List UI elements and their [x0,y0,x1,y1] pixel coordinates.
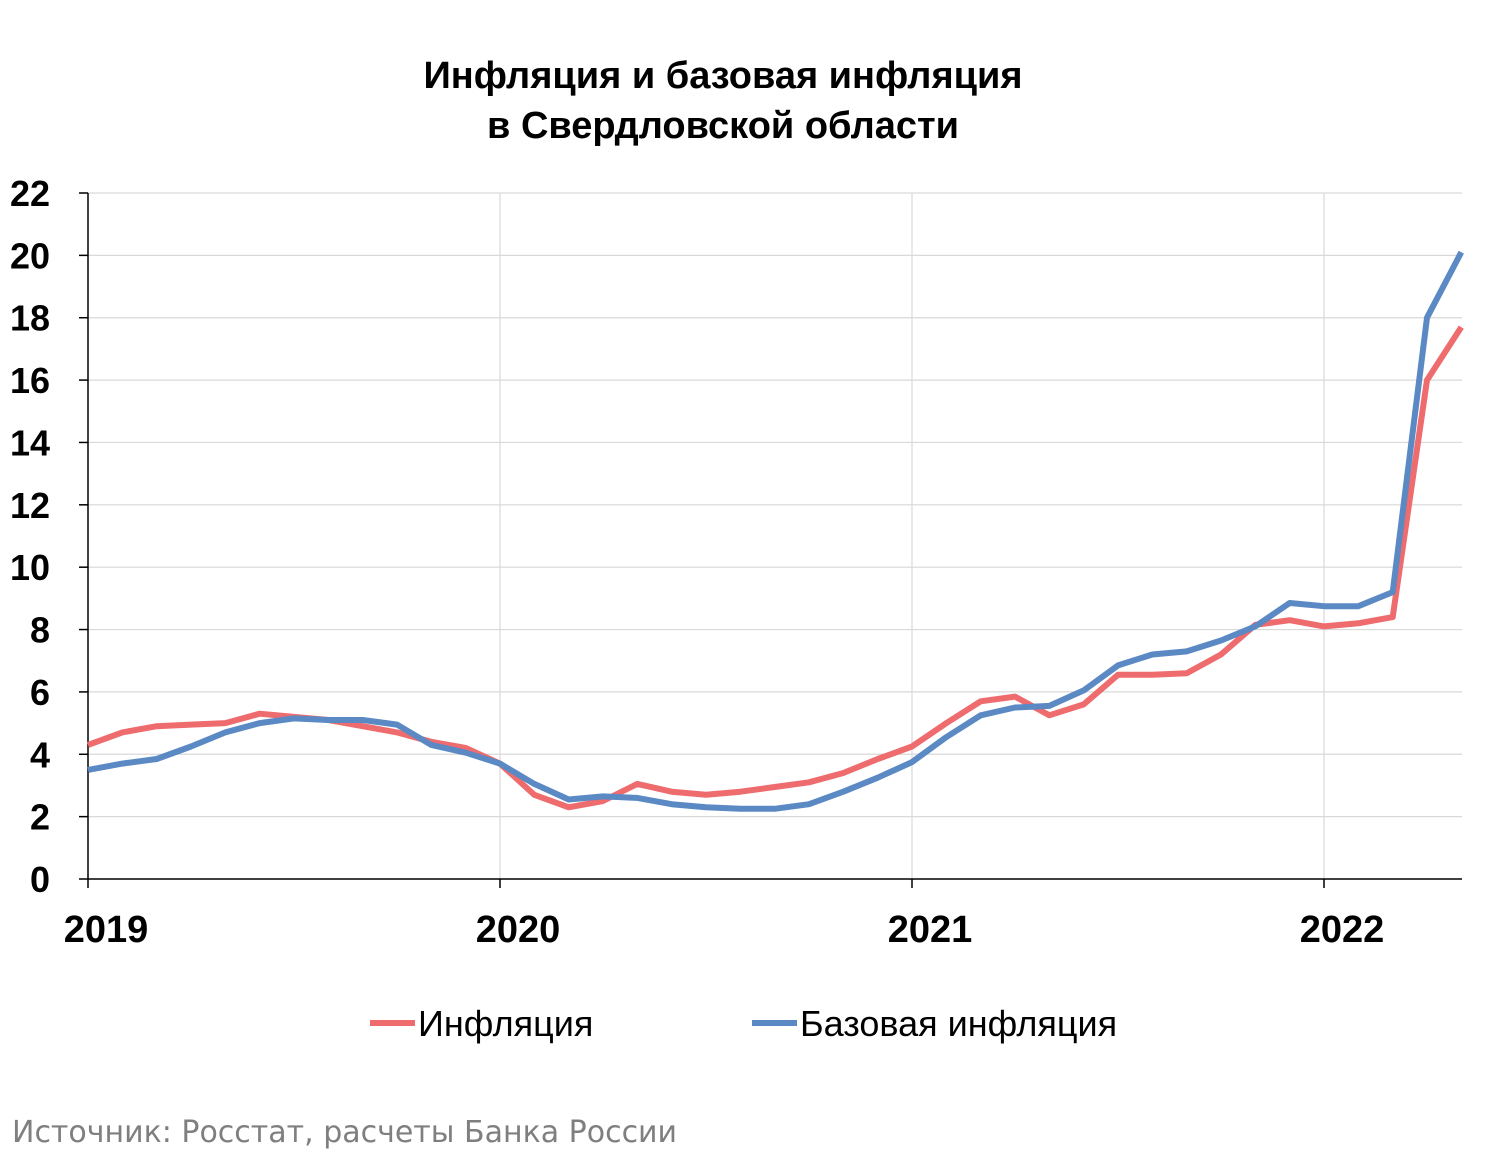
y-tick-label: 2 [30,797,50,838]
x-tick-label: 2021 [888,909,973,951]
series-line [87,250,1464,812]
x-tick-label: 2022 [1300,909,1385,951]
y-tick-label: 4 [30,734,50,775]
source-note: Источник: Росстат, расчеты Банка России [12,1115,678,1150]
legend: Инфляция Базовая инфляция [370,1003,1117,1044]
y-tick-label: 0 [30,859,50,900]
chart-title-line: в Свердловской области [487,105,959,147]
y-tick-label: 12 [10,485,50,526]
axes [79,192,1462,888]
y-tick-labels: 0 2 4 6 8 10 12 14 16 18 20 22 [10,173,50,900]
y-tick-label: 22 [10,173,50,214]
y-tick-label: 16 [10,360,50,401]
y-tick-label: 18 [10,298,50,339]
series-lines [86,250,1464,812]
y-tick-label: 14 [10,422,50,463]
chart-title: Инфляция и базовая инфляция в Свердловско… [423,55,1022,147]
x-tick-labels: 2019 2020 2021 2022 [64,909,1385,951]
x-tick-label: 2019 [64,909,149,951]
y-tick-label: 20 [10,235,50,276]
x-tick-label: 2020 [476,909,561,951]
legend-label: Базовая инфляция [800,1003,1117,1044]
legend-label: Инфляция [418,1003,593,1044]
y-tick-label: 6 [30,672,50,713]
gridlines [88,192,1462,879]
y-tick-label: 8 [30,610,50,651]
chart-title-line: Инфляция и базовая инфляция [423,55,1022,97]
y-tick-label: 10 [10,547,50,588]
